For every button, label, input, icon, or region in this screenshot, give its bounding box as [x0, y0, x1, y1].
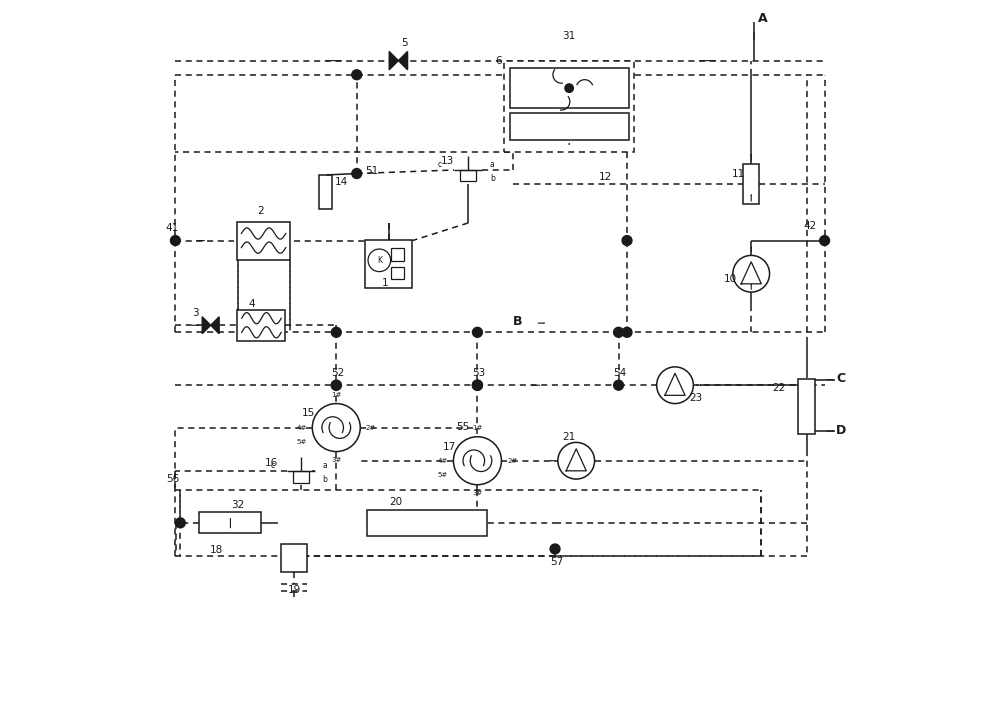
Circle shape — [622, 236, 632, 246]
Bar — [237, 221, 290, 260]
Circle shape — [472, 381, 482, 390]
Text: 3: 3 — [192, 308, 198, 318]
Text: 21: 21 — [563, 432, 576, 442]
Circle shape — [472, 381, 482, 390]
Circle shape — [550, 544, 560, 554]
Text: 57: 57 — [550, 557, 563, 567]
Circle shape — [331, 381, 341, 390]
Circle shape — [472, 327, 482, 337]
Polygon shape — [202, 317, 211, 333]
Text: K: K — [377, 256, 382, 265]
Text: 5#: 5# — [438, 472, 448, 478]
Polygon shape — [389, 51, 398, 70]
Text: 31: 31 — [562, 31, 575, 41]
Text: 6: 6 — [495, 56, 502, 66]
Circle shape — [614, 327, 623, 337]
Text: 20: 20 — [389, 497, 402, 507]
Text: D: D — [836, 424, 846, 437]
Text: 1: 1 — [382, 278, 388, 288]
Bar — [391, 266, 404, 279]
Bar — [510, 68, 629, 109]
Bar — [281, 544, 307, 572]
Text: A: A — [758, 11, 767, 25]
Text: C: C — [836, 372, 845, 385]
Circle shape — [170, 236, 180, 246]
Text: 14: 14 — [335, 177, 349, 187]
Text: 4#: 4# — [296, 425, 307, 431]
Circle shape — [472, 381, 482, 390]
Text: 12: 12 — [599, 172, 612, 182]
Text: 19: 19 — [287, 585, 301, 595]
Text: 3#: 3# — [331, 457, 341, 463]
Text: 1#: 1# — [472, 426, 483, 431]
Text: 15: 15 — [301, 408, 315, 418]
Text: 4#: 4# — [438, 458, 448, 463]
Bar — [367, 510, 487, 536]
Bar — [798, 379, 815, 434]
Bar — [743, 164, 759, 204]
Text: 5#: 5# — [296, 439, 307, 445]
Text: 2: 2 — [257, 206, 263, 216]
Text: 18: 18 — [210, 545, 223, 555]
Text: 56: 56 — [167, 474, 180, 484]
Text: 2#: 2# — [366, 425, 376, 431]
Text: 10: 10 — [723, 274, 737, 284]
Circle shape — [175, 518, 185, 528]
Text: 32: 32 — [231, 501, 244, 511]
Text: 23: 23 — [690, 393, 703, 403]
Bar — [460, 170, 476, 181]
Text: 54: 54 — [613, 368, 627, 378]
Text: a: a — [490, 160, 495, 169]
Bar — [365, 240, 412, 288]
Bar — [237, 310, 285, 341]
Bar — [510, 113, 629, 141]
Circle shape — [352, 169, 362, 178]
Text: 53: 53 — [472, 368, 485, 378]
Text: b: b — [323, 476, 327, 484]
Circle shape — [352, 70, 362, 80]
Text: 4: 4 — [248, 299, 255, 309]
Text: 13: 13 — [440, 156, 454, 166]
Text: B: B — [513, 315, 522, 328]
Bar — [391, 248, 404, 261]
Text: 42: 42 — [804, 221, 817, 231]
Bar — [199, 512, 261, 533]
Text: b: b — [490, 174, 495, 183]
Text: 55: 55 — [457, 422, 470, 432]
Text: a: a — [323, 461, 327, 471]
Text: c: c — [438, 160, 442, 169]
Text: 22: 22 — [772, 383, 785, 393]
Text: 11: 11 — [732, 169, 745, 178]
Circle shape — [565, 84, 573, 92]
Text: 3#: 3# — [472, 490, 483, 496]
Circle shape — [820, 236, 830, 246]
Text: c: c — [271, 461, 275, 471]
Circle shape — [614, 381, 623, 390]
Polygon shape — [398, 51, 408, 70]
Text: 5: 5 — [401, 38, 407, 48]
Text: 52: 52 — [331, 368, 344, 378]
Text: 1#: 1# — [331, 392, 341, 398]
Polygon shape — [211, 317, 219, 333]
Circle shape — [331, 381, 341, 390]
Circle shape — [331, 327, 341, 337]
Bar — [319, 175, 332, 208]
Text: 41: 41 — [165, 223, 178, 233]
Bar — [504, 61, 634, 152]
Circle shape — [622, 327, 632, 337]
Text: 16: 16 — [265, 458, 278, 468]
Text: 2#: 2# — [507, 458, 517, 463]
Text: 17: 17 — [443, 442, 456, 452]
Text: 51: 51 — [366, 166, 379, 176]
Bar — [293, 471, 309, 483]
